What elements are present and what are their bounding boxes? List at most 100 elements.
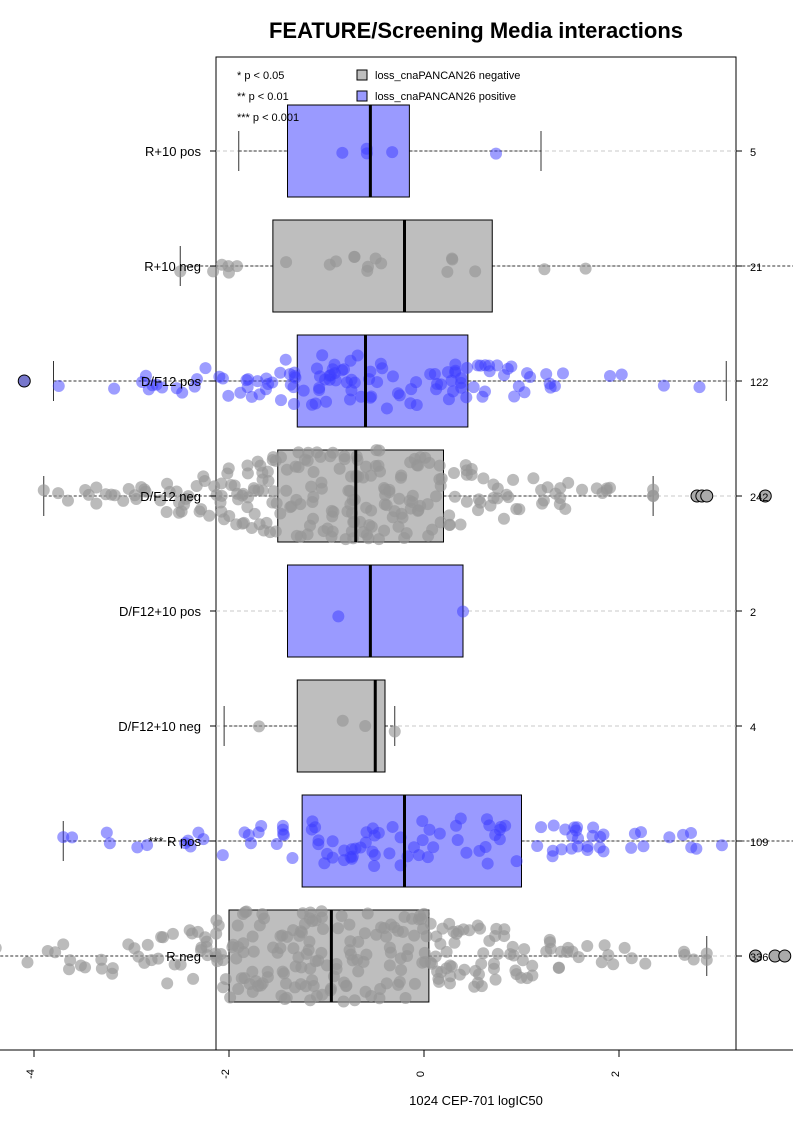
data-point [586, 829, 599, 842]
data-point [64, 954, 77, 967]
data-point [365, 989, 378, 1002]
data-point [475, 980, 488, 993]
data-point [267, 485, 280, 498]
data-point [535, 821, 548, 834]
data-point [315, 482, 328, 495]
data-point [302, 446, 315, 459]
data-point [245, 522, 258, 535]
data-point [518, 943, 531, 956]
data-point [392, 520, 405, 533]
data-point [498, 930, 511, 943]
data-point [274, 507, 287, 520]
data-point [451, 833, 464, 846]
data-point [192, 826, 205, 839]
data-point [480, 813, 493, 826]
data-point [559, 823, 572, 836]
data-point [295, 961, 308, 974]
data-point [472, 504, 485, 517]
data-point [252, 826, 265, 839]
data-point [351, 453, 364, 466]
data-point [441, 265, 454, 278]
data-point [386, 146, 399, 159]
data-point [444, 970, 457, 983]
data-point [280, 463, 293, 476]
data-point [294, 925, 307, 938]
data-point [392, 924, 405, 937]
data-point [195, 503, 208, 516]
data-point [386, 370, 399, 383]
data-point [74, 959, 87, 972]
significance-legend-item: * p < 0.05 [237, 70, 284, 82]
data-point [491, 947, 504, 960]
data-point [330, 958, 343, 971]
x-tick-label: -4 [25, 1069, 37, 1079]
data-point [324, 368, 337, 381]
data-point [491, 359, 504, 372]
data-point [274, 366, 287, 379]
data-point [380, 977, 393, 990]
x-tick-label: -2 [220, 1069, 232, 1079]
data-point [433, 473, 446, 486]
data-point [615, 368, 628, 381]
data-point [307, 979, 320, 992]
data-point [393, 975, 406, 988]
data-point [232, 983, 245, 996]
data-point [187, 972, 200, 985]
data-point [247, 482, 260, 495]
data-point [332, 922, 345, 935]
data-point [186, 927, 199, 940]
data-point [106, 967, 119, 980]
data-point [135, 481, 148, 494]
data-point [347, 532, 360, 545]
data-point [526, 959, 539, 972]
data-point [604, 369, 617, 382]
data-point [170, 485, 183, 498]
data-point [345, 852, 358, 865]
data-point [431, 377, 444, 390]
data-point [452, 925, 465, 938]
data-point [337, 995, 350, 1008]
plot-area: R+10 pos 5 R+10 neg 21 D/F12 pos 122 D/F12 neg… [0, 56, 793, 1079]
data-point [254, 459, 267, 472]
data-point [393, 492, 406, 505]
data-point [576, 483, 589, 496]
data-point [344, 393, 357, 406]
data-point [168, 958, 181, 971]
data-point [286, 851, 299, 864]
data-point [234, 386, 247, 399]
group-count: 4 [750, 722, 756, 734]
data-point [506, 940, 519, 953]
data-point [498, 369, 511, 382]
data-point [435, 966, 448, 979]
data-point [510, 968, 523, 981]
data-point [548, 380, 561, 393]
data-point [406, 912, 419, 925]
data-point [257, 524, 270, 537]
data-point [425, 957, 438, 970]
data-point [141, 839, 154, 852]
data-point [52, 487, 65, 500]
group-label: D/F12 neg [140, 489, 201, 504]
data-point [154, 494, 167, 507]
data-point [368, 829, 381, 842]
outlier-point [700, 489, 714, 503]
data-point [95, 962, 108, 975]
data-point [347, 516, 360, 529]
group-count: 2 [750, 607, 756, 619]
data-point [306, 398, 319, 411]
data-point [232, 941, 245, 954]
data-point [460, 495, 473, 508]
group-count: 5 [750, 147, 756, 159]
data-point [199, 362, 212, 375]
group-count: 21 [750, 262, 762, 274]
data-point [637, 840, 650, 853]
data-point [394, 952, 407, 965]
x-tick-label: 2 [610, 1071, 622, 1077]
data-point [507, 473, 520, 486]
data-point [361, 907, 374, 920]
data-point [307, 465, 320, 478]
data-point [715, 839, 728, 852]
data-point [351, 953, 364, 966]
data-point [540, 368, 553, 381]
data-point [460, 468, 473, 481]
